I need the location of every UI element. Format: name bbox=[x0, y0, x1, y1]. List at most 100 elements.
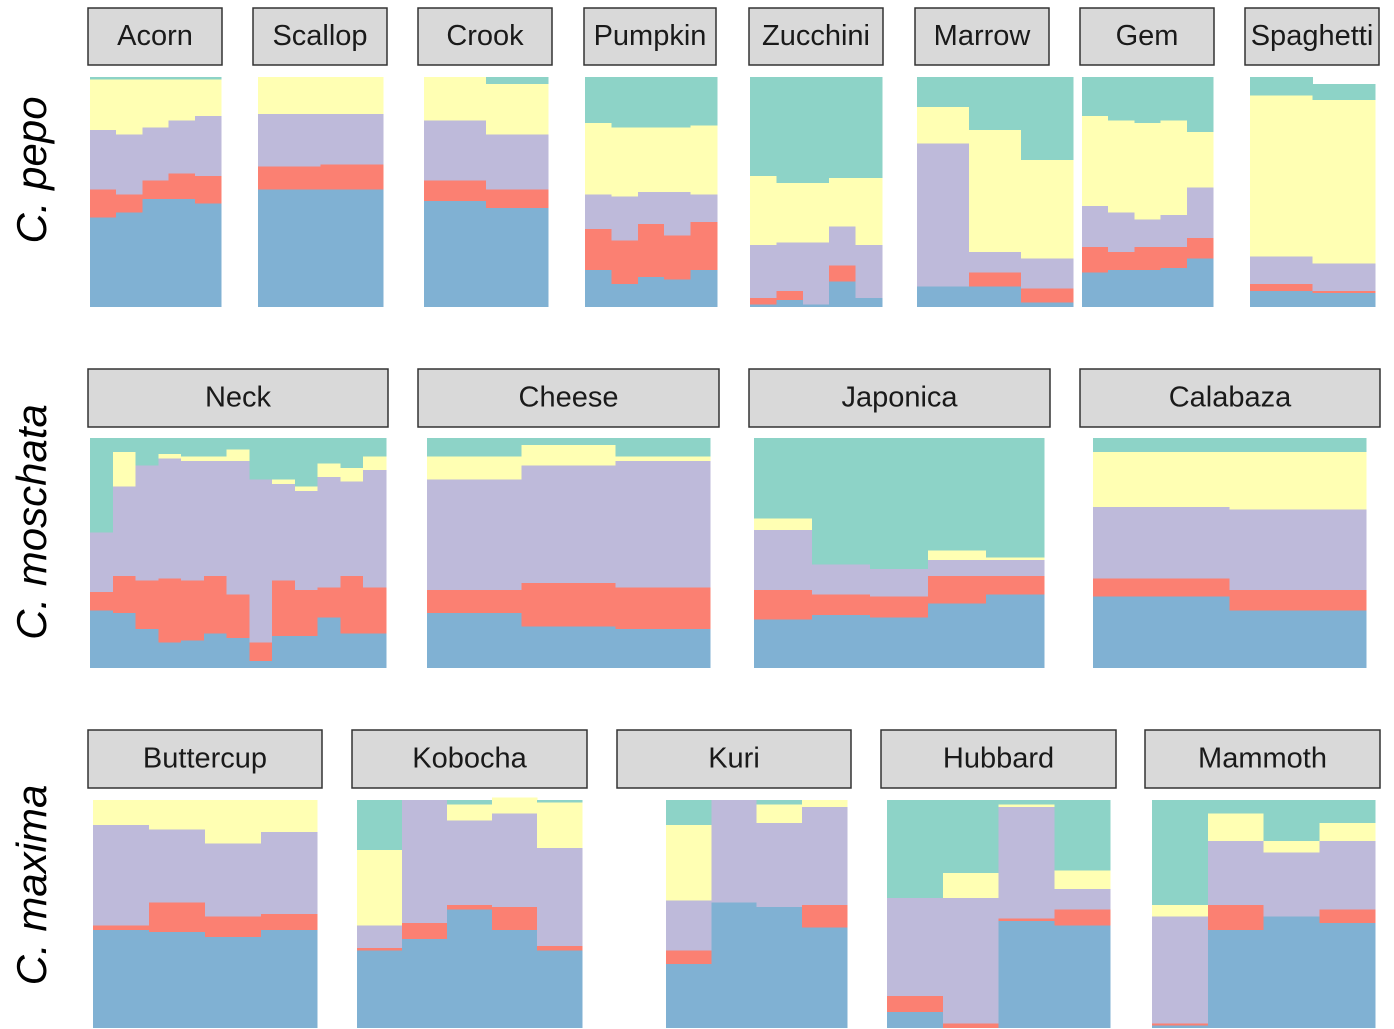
bar-segment bbox=[1054, 888, 1111, 910]
bar-segment bbox=[928, 438, 987, 551]
bar-segment bbox=[357, 948, 403, 951]
bar-segment bbox=[357, 850, 403, 926]
bar-segment bbox=[666, 825, 712, 901]
bar-segment bbox=[181, 456, 205, 461]
bar-segment bbox=[754, 530, 813, 590]
bar-segment bbox=[666, 964, 712, 1028]
strip bbox=[351, 729, 588, 789]
bar-segment bbox=[427, 438, 522, 457]
bar-segment bbox=[690, 125, 718, 195]
bar-segment bbox=[611, 240, 639, 284]
bar-segment bbox=[194, 77, 222, 80]
bar-segment bbox=[272, 635, 296, 668]
panel-title: Acorn bbox=[117, 20, 193, 52]
bar-segment bbox=[537, 800, 583, 803]
bar-segment bbox=[1186, 238, 1214, 259]
panel-title: Gem bbox=[1116, 20, 1179, 52]
bar-segment bbox=[168, 120, 196, 174]
bar-segment bbox=[750, 244, 777, 298]
bar-segment bbox=[1207, 800, 1265, 814]
bar-segment bbox=[928, 550, 987, 560]
bar-segment bbox=[194, 203, 222, 307]
bar-segment bbox=[1021, 77, 1074, 160]
bar-segment bbox=[135, 580, 159, 629]
bar-segment bbox=[168, 173, 196, 199]
bar-segment bbox=[317, 477, 342, 588]
bar-segment bbox=[664, 127, 692, 192]
bar-segment bbox=[611, 127, 639, 197]
bar-segment bbox=[226, 461, 250, 595]
bar-segment bbox=[486, 83, 549, 135]
bar-segment bbox=[249, 438, 273, 480]
bar-segment bbox=[1160, 215, 1188, 248]
bar-segment bbox=[363, 438, 387, 457]
panel-title: Buttercup bbox=[143, 743, 267, 775]
bar-segment bbox=[1082, 205, 1109, 248]
bar-segment bbox=[205, 843, 262, 917]
row-label: C. moschata bbox=[8, 404, 55, 640]
bar-segment bbox=[664, 192, 692, 236]
bar-segment bbox=[294, 635, 319, 668]
bar-segment bbox=[1250, 256, 1314, 284]
bar-segment bbox=[112, 438, 137, 452]
bar-segment bbox=[615, 438, 711, 457]
bar-segment bbox=[1250, 284, 1314, 291]
bar-segment bbox=[1093, 451, 1231, 507]
bar-segment bbox=[317, 587, 342, 618]
bar-segment bbox=[112, 486, 137, 576]
bar-segment bbox=[1082, 247, 1109, 273]
bar-segment bbox=[1207, 813, 1265, 842]
bar-segment bbox=[615, 587, 711, 629]
bar-segment bbox=[1263, 841, 1320, 853]
bar-segment bbox=[158, 578, 182, 643]
bar-segment bbox=[402, 800, 448, 924]
strip bbox=[417, 368, 720, 428]
bar-segment bbox=[754, 589, 813, 620]
panel-title: Calabaza bbox=[1169, 382, 1292, 414]
bar-segment bbox=[754, 518, 813, 530]
bar-segment bbox=[754, 619, 813, 668]
bar-segment bbox=[829, 77, 857, 179]
bar-segment bbox=[258, 166, 322, 190]
bar-segment bbox=[492, 907, 538, 930]
bar-segment bbox=[855, 244, 883, 298]
bar-segment bbox=[340, 467, 364, 482]
bar-segment bbox=[90, 217, 117, 307]
bar-segment bbox=[142, 198, 170, 307]
bar-segment bbox=[249, 661, 273, 668]
bar-segment bbox=[294, 438, 319, 487]
bar-segment bbox=[427, 589, 522, 613]
bar-segment bbox=[812, 615, 871, 668]
bar-segment bbox=[1263, 852, 1320, 917]
panel-title: Marrow bbox=[934, 20, 1032, 52]
bar-segment bbox=[1229, 509, 1367, 590]
bar-segment bbox=[194, 116, 222, 176]
bar-segment bbox=[1186, 258, 1214, 307]
bar-segment bbox=[870, 596, 929, 618]
bar-segment bbox=[492, 929, 538, 1028]
bar-segment bbox=[168, 77, 196, 80]
bar-segment bbox=[447, 904, 493, 910]
strip bbox=[87, 7, 223, 66]
bar-segment bbox=[1186, 187, 1214, 238]
bar-segment bbox=[142, 79, 170, 128]
bar-segment bbox=[986, 557, 1045, 560]
bar-segment bbox=[181, 461, 205, 581]
bar-segment bbox=[537, 945, 583, 951]
bar-segment bbox=[1207, 929, 1265, 1028]
bar-segment bbox=[521, 626, 617, 668]
bar-segment bbox=[447, 804, 493, 821]
bar-segment bbox=[917, 143, 970, 287]
bar-segment bbox=[1312, 100, 1376, 264]
bar-segment bbox=[357, 950, 403, 1028]
bar-segment bbox=[801, 904, 848, 928]
bar-segment bbox=[1093, 438, 1231, 452]
bar-segment bbox=[1250, 290, 1314, 307]
bar-segment bbox=[756, 822, 803, 908]
bar-segment bbox=[637, 277, 665, 307]
bar-segment bbox=[1134, 247, 1162, 271]
bar-segment bbox=[194, 175, 222, 204]
bar-segment bbox=[1250, 77, 1314, 96]
bar-segment bbox=[801, 806, 848, 905]
bar-segment bbox=[776, 300, 804, 307]
